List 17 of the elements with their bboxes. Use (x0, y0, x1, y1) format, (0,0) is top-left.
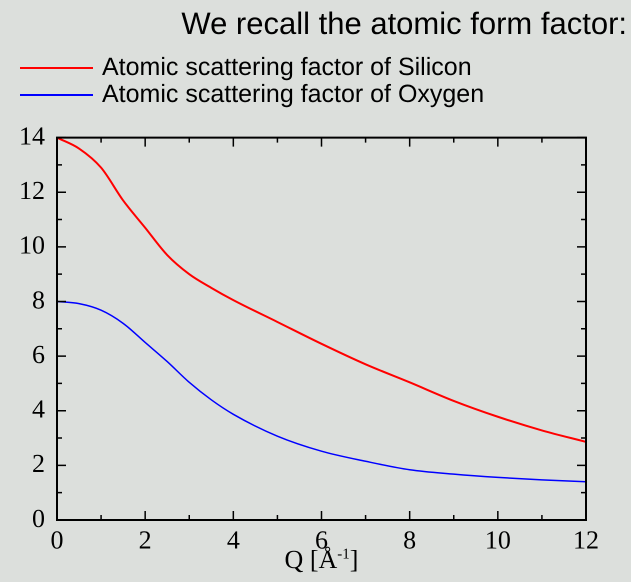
x-tick-label: 2 (138, 525, 152, 554)
x-tick-label: 8 (403, 525, 416, 554)
y-tick-label: 0 (32, 504, 45, 533)
y-tick-label: 14 (19, 121, 45, 150)
y-tick-label: 8 (32, 285, 45, 314)
x-tick-label: 4 (226, 525, 240, 554)
x-tick-label: 12 (573, 525, 599, 554)
chart-title: We recall the atomic form factor: (181, 6, 627, 42)
x-tick-label: 10 (484, 525, 511, 554)
x-tick-label: 0 (50, 525, 64, 554)
y-tick-label: 6 (32, 340, 45, 369)
legend-label: Atomic scattering factor of Silicon (102, 53, 472, 82)
y-tick-label: 10 (19, 230, 45, 260)
y-tick-label: 2 (32, 449, 45, 478)
y-tick-label: 4 (32, 394, 45, 424)
y-tick-label: 12 (19, 176, 45, 206)
legend-label: Atomic scattering factor of Oxygen (102, 80, 484, 109)
